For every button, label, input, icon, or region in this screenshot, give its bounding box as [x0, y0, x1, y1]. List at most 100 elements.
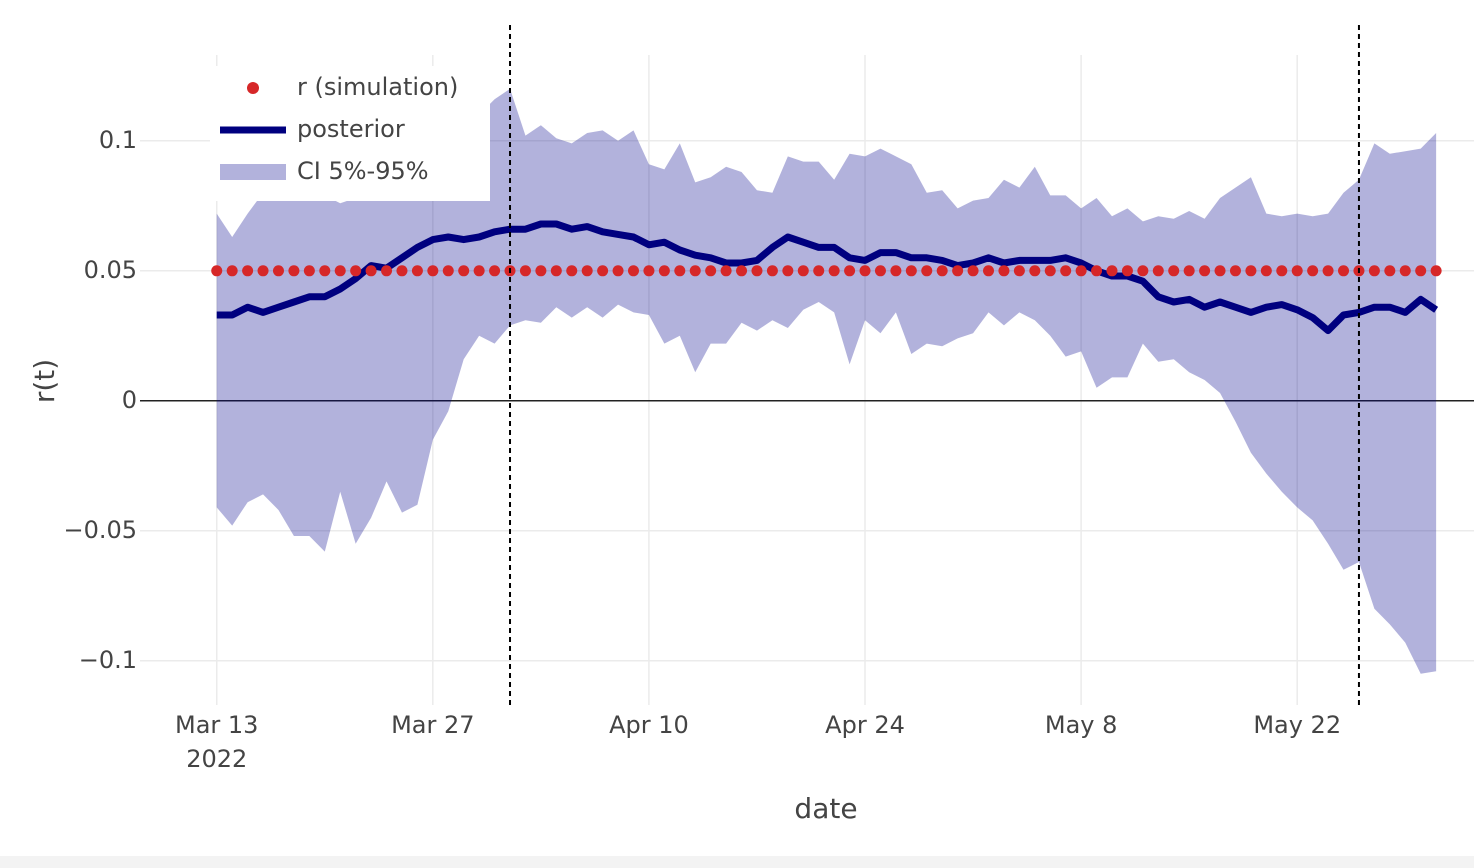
sim-point	[211, 265, 223, 277]
sim-point	[766, 265, 778, 277]
sim-point	[473, 265, 485, 277]
sim-point	[1307, 265, 1319, 277]
sim-point	[736, 265, 748, 277]
sim-point	[1168, 265, 1180, 277]
sim-point	[1276, 265, 1288, 277]
sim-point	[720, 265, 732, 277]
sim-point	[566, 265, 578, 277]
x-tick-label: Mar 13	[175, 711, 258, 739]
sim-point	[936, 265, 948, 277]
sim-point	[844, 265, 856, 277]
sim-point	[1338, 265, 1350, 277]
ci-band	[216, 88, 1437, 674]
sim-point	[658, 265, 670, 277]
sim-point	[952, 265, 964, 277]
sim-point	[427, 265, 439, 277]
sim-point	[550, 265, 562, 277]
y-tick-label: 0	[122, 386, 137, 414]
sim-point	[1044, 265, 1056, 277]
sim-point	[1322, 265, 1334, 277]
sim-point	[396, 265, 408, 277]
sim-point	[242, 265, 254, 277]
sim-point	[489, 265, 501, 277]
sim-point	[828, 265, 840, 277]
y-tick-label: 0.05	[84, 256, 137, 284]
sim-point	[1245, 265, 1257, 277]
legend-label: r (simulation)	[297, 73, 458, 101]
sim-point	[1430, 265, 1442, 277]
posterior-line	[216, 220, 1439, 335]
sim-point	[597, 265, 609, 277]
sim-point	[1399, 265, 1411, 277]
sim-point	[797, 265, 809, 277]
sim-point	[1384, 265, 1396, 277]
sim-point	[1121, 265, 1133, 277]
sim-point	[1368, 265, 1380, 277]
sim-point	[1183, 265, 1195, 277]
sim-point	[967, 265, 979, 277]
bottom-strip	[0, 856, 1474, 868]
sim-point	[890, 265, 902, 277]
legend-band	[220, 164, 286, 180]
sim-point	[1106, 265, 1118, 277]
legend-label: CI 5%-95%	[297, 157, 429, 185]
sim-point	[365, 265, 377, 277]
x-tick-label: May 8	[1045, 711, 1118, 739]
sim-point	[627, 265, 639, 277]
legend-label: posterior	[297, 115, 405, 143]
sim-point	[1260, 265, 1272, 277]
sim-point	[350, 265, 362, 277]
sim-point	[442, 265, 454, 277]
sim-point	[519, 265, 531, 277]
sim-point	[612, 265, 624, 277]
sim-point	[303, 265, 315, 277]
x-axis-title: date	[794, 792, 857, 825]
sim-point	[1075, 265, 1087, 277]
sim-point	[334, 265, 346, 277]
sim-point	[1013, 265, 1025, 277]
sim-point	[1152, 265, 1164, 277]
sim-point	[272, 265, 284, 277]
sim-point	[257, 265, 269, 277]
sim-point	[782, 265, 794, 277]
y-tick-label: 0.1	[99, 126, 137, 154]
sim-point	[813, 265, 825, 277]
x-tick-label: Apr 24	[825, 711, 905, 739]
sim-point	[689, 265, 701, 277]
sim-point	[874, 265, 886, 277]
sim-point	[458, 265, 470, 277]
sim-point	[1029, 265, 1041, 277]
sim-point	[1291, 265, 1303, 277]
sim-point	[674, 265, 686, 277]
sim-point	[751, 265, 763, 277]
sim-point	[1415, 265, 1427, 277]
sim-point	[705, 265, 717, 277]
sim-point	[226, 265, 238, 277]
sim-point	[1214, 265, 1226, 277]
legend-marker	[247, 82, 259, 94]
sim-point	[411, 265, 423, 277]
x-tick-label: Mar 27	[391, 711, 474, 739]
sim-point	[535, 265, 547, 277]
sim-point	[983, 265, 995, 277]
sim-point	[1199, 265, 1211, 277]
y-axis-title: r(t)	[28, 359, 61, 403]
x-year-label: 2022	[186, 745, 247, 773]
sim-point	[1091, 265, 1103, 277]
sim-point	[381, 265, 393, 277]
sim-point	[1229, 265, 1241, 277]
sim-point	[1137, 265, 1149, 277]
y-tick-label: −0.1	[79, 646, 137, 674]
sim-point	[905, 265, 917, 277]
sim-point	[319, 265, 331, 277]
y-tick-label: −0.05	[63, 516, 137, 544]
x-tick-label: Apr 10	[609, 711, 689, 739]
x-tick-label: May 22	[1253, 711, 1341, 739]
sim-point	[1060, 265, 1072, 277]
sim-point	[998, 265, 1010, 277]
sim-point	[859, 265, 871, 277]
sim-point	[643, 265, 655, 277]
sim-point	[581, 265, 593, 277]
